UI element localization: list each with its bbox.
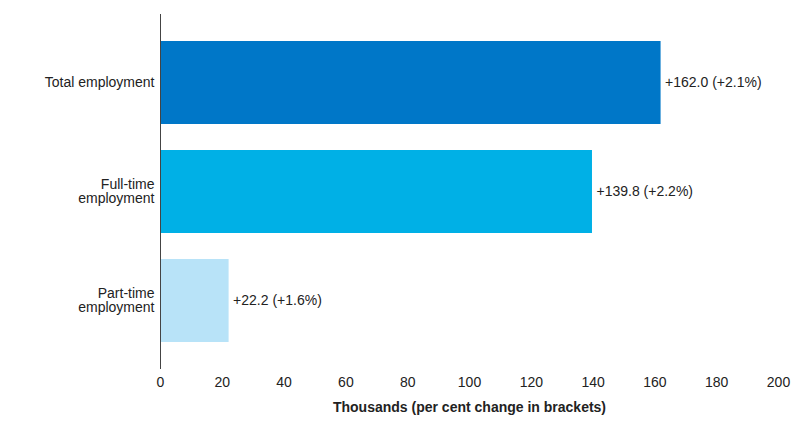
svg-text:40: 40 [276, 374, 292, 390]
svg-text:+139.8 (+2.2%): +139.8 (+2.2%) [596, 183, 693, 199]
svg-text:+22.2 (+1.6%): +22.2 (+1.6%) [233, 292, 322, 308]
svg-text:100: 100 [458, 374, 482, 390]
svg-text:+162.0 (+2.1%): +162.0 (+2.1%) [665, 74, 762, 90]
svg-text:Total employment: Total employment [45, 74, 155, 90]
svg-text:20: 20 [215, 374, 231, 390]
svg-text:Thousands (per cent change in: Thousands (per cent change in brackets) [333, 399, 606, 415]
svg-text:160: 160 [643, 374, 667, 390]
svg-text:120: 120 [520, 374, 544, 390]
svg-text:Full-timeemployment: Full-timeemployment [78, 176, 154, 206]
svg-text:Part-timeemployment: Part-timeemployment [78, 285, 154, 315]
svg-text:180: 180 [705, 374, 729, 390]
svg-text:60: 60 [338, 374, 354, 390]
svg-text:0: 0 [157, 374, 165, 390]
svg-text:200: 200 [767, 374, 791, 390]
svg-text:140: 140 [581, 374, 605, 390]
svg-text:80: 80 [400, 374, 416, 390]
